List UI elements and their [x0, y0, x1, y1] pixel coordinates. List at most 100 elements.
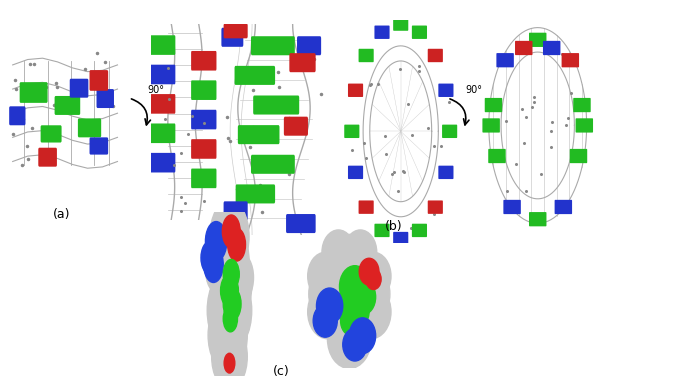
FancyBboxPatch shape	[529, 212, 547, 226]
Circle shape	[203, 246, 223, 283]
FancyBboxPatch shape	[427, 49, 443, 62]
FancyBboxPatch shape	[251, 155, 295, 174]
FancyBboxPatch shape	[150, 123, 175, 143]
FancyBboxPatch shape	[221, 28, 243, 47]
FancyBboxPatch shape	[438, 83, 453, 97]
FancyBboxPatch shape	[570, 149, 587, 163]
FancyBboxPatch shape	[348, 83, 363, 97]
Circle shape	[212, 324, 247, 390]
FancyBboxPatch shape	[150, 65, 175, 84]
Circle shape	[223, 215, 240, 248]
Circle shape	[356, 252, 391, 300]
Circle shape	[342, 328, 367, 361]
FancyBboxPatch shape	[575, 118, 593, 132]
Circle shape	[351, 285, 391, 339]
FancyBboxPatch shape	[236, 184, 275, 203]
FancyBboxPatch shape	[442, 125, 457, 138]
FancyBboxPatch shape	[284, 117, 308, 136]
Circle shape	[208, 269, 252, 352]
Circle shape	[322, 249, 377, 324]
FancyBboxPatch shape	[375, 25, 390, 39]
FancyBboxPatch shape	[150, 153, 175, 172]
FancyBboxPatch shape	[90, 70, 108, 91]
FancyBboxPatch shape	[150, 94, 175, 114]
Circle shape	[308, 285, 347, 339]
FancyBboxPatch shape	[20, 82, 47, 103]
Circle shape	[309, 261, 357, 327]
Circle shape	[221, 320, 247, 367]
Circle shape	[347, 297, 369, 327]
FancyBboxPatch shape	[253, 96, 299, 114]
FancyBboxPatch shape	[358, 49, 374, 62]
FancyBboxPatch shape	[573, 98, 590, 112]
FancyBboxPatch shape	[234, 66, 275, 85]
Circle shape	[308, 252, 342, 300]
FancyBboxPatch shape	[427, 200, 443, 214]
FancyBboxPatch shape	[97, 89, 114, 108]
Circle shape	[342, 261, 390, 327]
FancyBboxPatch shape	[438, 166, 453, 179]
FancyBboxPatch shape	[485, 98, 502, 112]
FancyBboxPatch shape	[515, 41, 532, 55]
FancyBboxPatch shape	[191, 139, 216, 159]
Circle shape	[359, 258, 379, 285]
Text: 90°: 90°	[466, 85, 483, 95]
FancyBboxPatch shape	[223, 201, 248, 220]
FancyBboxPatch shape	[191, 80, 216, 100]
FancyBboxPatch shape	[78, 118, 101, 137]
FancyBboxPatch shape	[482, 118, 500, 132]
Circle shape	[349, 279, 375, 315]
Circle shape	[201, 241, 219, 274]
FancyBboxPatch shape	[9, 106, 25, 125]
Circle shape	[322, 230, 355, 275]
Circle shape	[210, 200, 249, 272]
FancyBboxPatch shape	[223, 24, 248, 38]
Circle shape	[212, 225, 238, 271]
Circle shape	[323, 281, 375, 352]
FancyBboxPatch shape	[150, 35, 175, 55]
FancyBboxPatch shape	[191, 110, 216, 129]
FancyBboxPatch shape	[497, 53, 514, 67]
FancyBboxPatch shape	[289, 53, 316, 72]
FancyBboxPatch shape	[358, 200, 374, 214]
Circle shape	[227, 228, 245, 261]
FancyBboxPatch shape	[40, 125, 62, 143]
Text: 90°: 90°	[147, 85, 164, 95]
FancyBboxPatch shape	[90, 137, 108, 154]
FancyBboxPatch shape	[70, 79, 88, 98]
Circle shape	[224, 353, 235, 373]
Circle shape	[313, 305, 337, 337]
Circle shape	[206, 245, 232, 294]
FancyBboxPatch shape	[55, 96, 80, 115]
Circle shape	[336, 288, 362, 324]
FancyBboxPatch shape	[286, 214, 316, 233]
Text: (a): (a)	[53, 208, 71, 221]
Circle shape	[227, 225, 241, 251]
FancyBboxPatch shape	[562, 53, 579, 67]
FancyBboxPatch shape	[393, 17, 408, 31]
FancyBboxPatch shape	[297, 36, 321, 55]
FancyBboxPatch shape	[251, 36, 295, 55]
Circle shape	[223, 287, 241, 320]
FancyBboxPatch shape	[529, 33, 547, 47]
FancyBboxPatch shape	[543, 41, 560, 55]
FancyBboxPatch shape	[191, 169, 216, 188]
Circle shape	[349, 318, 375, 354]
Circle shape	[340, 306, 362, 336]
Text: (b): (b)	[385, 220, 403, 232]
FancyBboxPatch shape	[555, 200, 572, 214]
Circle shape	[366, 269, 381, 290]
FancyBboxPatch shape	[412, 25, 427, 39]
Circle shape	[206, 221, 249, 301]
Circle shape	[223, 294, 250, 343]
Circle shape	[208, 299, 247, 371]
FancyBboxPatch shape	[238, 125, 279, 144]
FancyBboxPatch shape	[191, 51, 216, 71]
Circle shape	[209, 278, 236, 327]
Circle shape	[340, 266, 370, 307]
Circle shape	[344, 230, 377, 275]
Circle shape	[227, 253, 253, 302]
Circle shape	[223, 305, 238, 332]
Circle shape	[221, 274, 238, 307]
FancyBboxPatch shape	[488, 149, 506, 163]
